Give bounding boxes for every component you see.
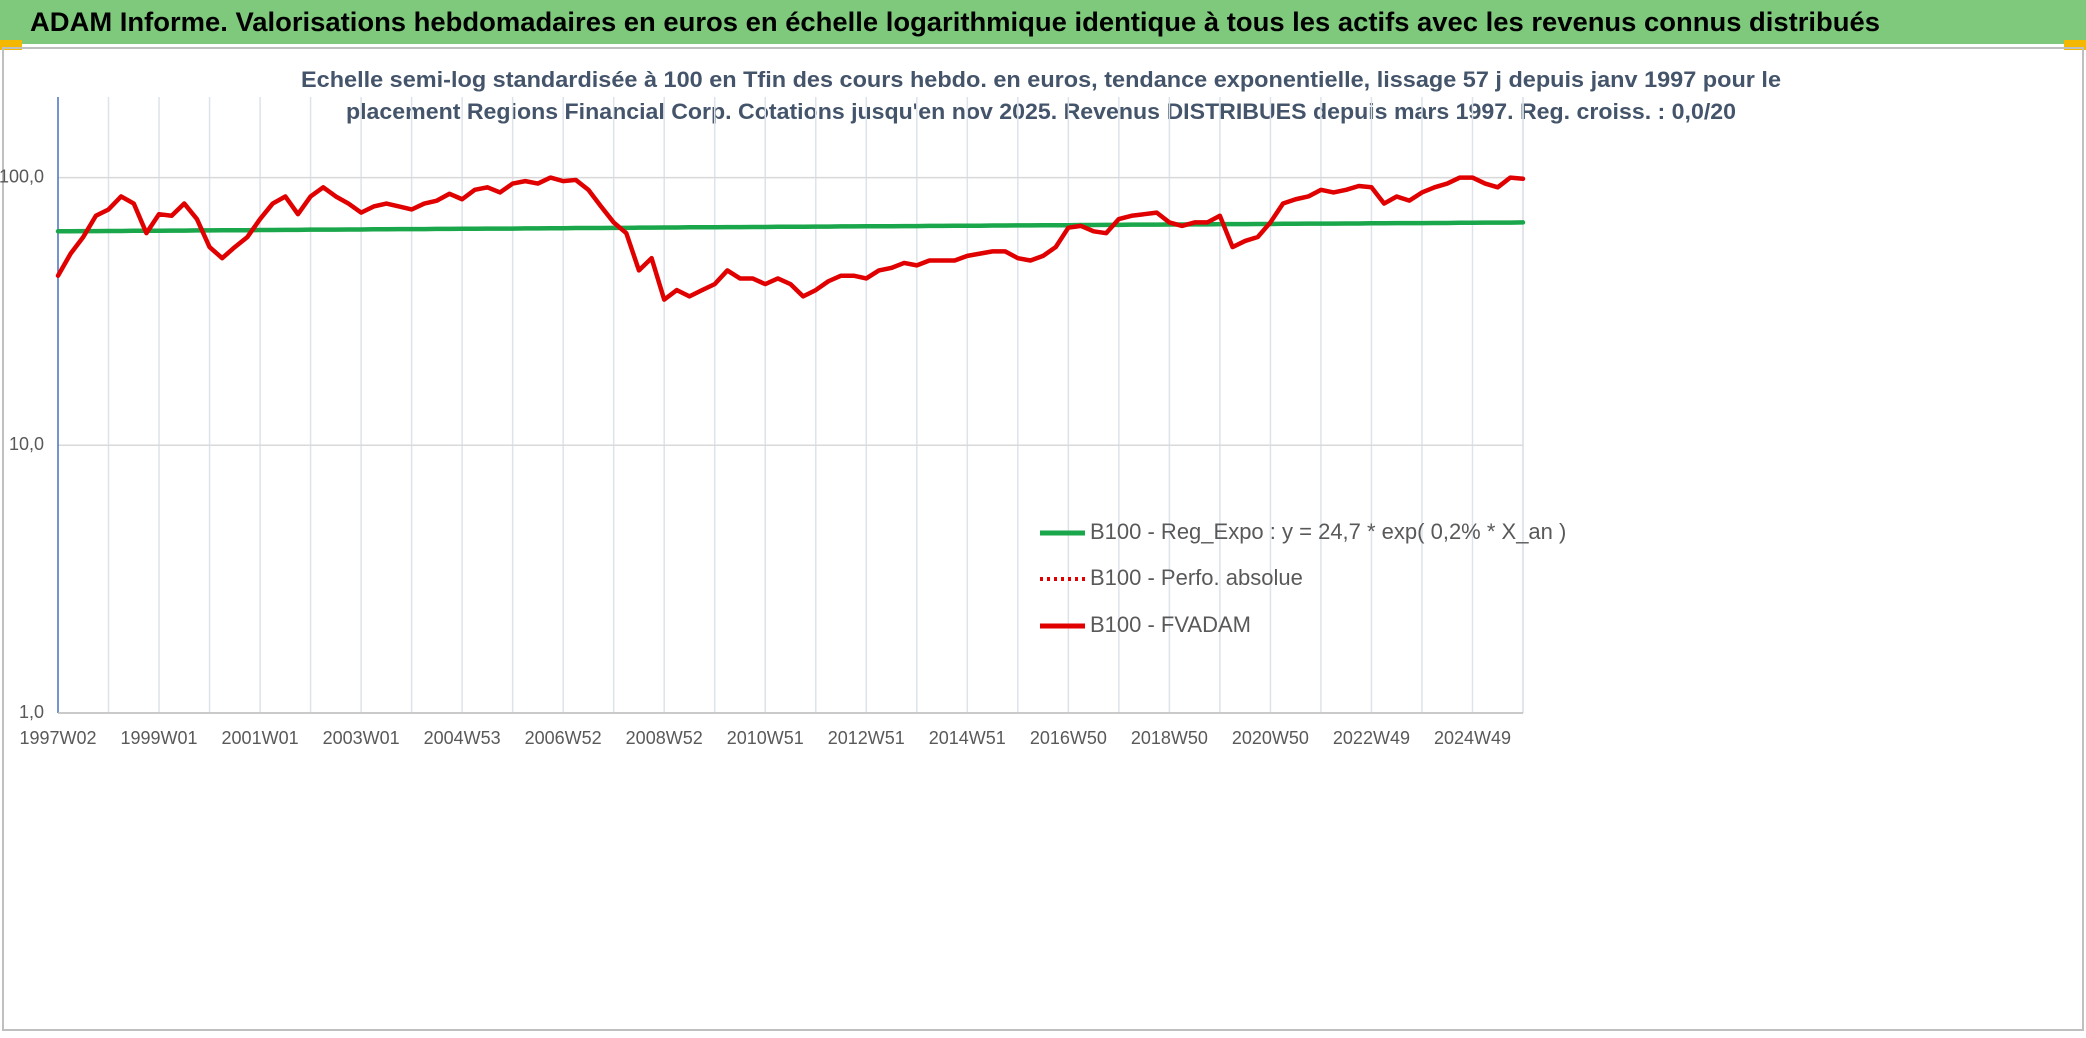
x-tick-label: 2003W01	[323, 728, 400, 748]
x-tick-label: 2020W50	[1232, 728, 1309, 748]
x-tick-label: 2004W53	[424, 728, 501, 748]
legend-label: B100 - Reg_Expo : y = 24,7 * exp( 0,2% *…	[1090, 519, 1566, 544]
legend-label: B100 - FVADAM	[1090, 612, 1251, 637]
x-tick-label: 2008W52	[626, 728, 703, 748]
series-line	[55, 175, 1526, 302]
x-tick-label: 2024W49	[1434, 728, 1511, 748]
chart-frame	[2, 47, 2084, 1031]
y-tick-label: 100,0	[0, 166, 44, 186]
legend-label: B100 - Perfo. absolue	[1090, 565, 1303, 590]
x-tick-label: 2012W51	[828, 728, 905, 748]
x-tick-label: 1999W01	[121, 728, 198, 748]
x-tick-label: 2010W51	[727, 728, 804, 748]
legend: B100 - Reg_Expo : y = 24,7 * exp( 0,2% *…	[1040, 519, 1566, 637]
x-tick-label: 2016W50	[1030, 728, 1107, 748]
x-tick-label: 2018W50	[1131, 728, 1208, 748]
subtitle-line: placement Regions Financial Corp. Cotati…	[346, 99, 1736, 124]
plot	[55, 175, 1526, 302]
subtitle-line: Echelle semi-log standardisée à 100 en T…	[301, 67, 1781, 92]
x-tick-label: 2014W51	[929, 728, 1006, 748]
header-title: ADAM Informe. Valorisations hebdomadaire…	[30, 7, 1880, 37]
header-band	[0, 0, 2086, 44]
y-tick-label: 1,0	[19, 702, 44, 722]
x-tick-label: 2006W52	[525, 728, 602, 748]
x-tick-label: 2001W01	[222, 728, 299, 748]
corner-right	[2064, 40, 2086, 50]
x-tick-label: 2022W49	[1333, 728, 1410, 748]
axis-labels: 1997W02 1999W01 2001W01 2003W01 2004W53 2006W…	[0, 166, 1511, 747]
grid	[57, 97, 1524, 714]
x-tick-label: 1997W02	[19, 728, 96, 748]
corner-left	[0, 40, 22, 50]
y-tick-label: 10,0	[9, 434, 44, 454]
series-line	[55, 220, 1526, 234]
